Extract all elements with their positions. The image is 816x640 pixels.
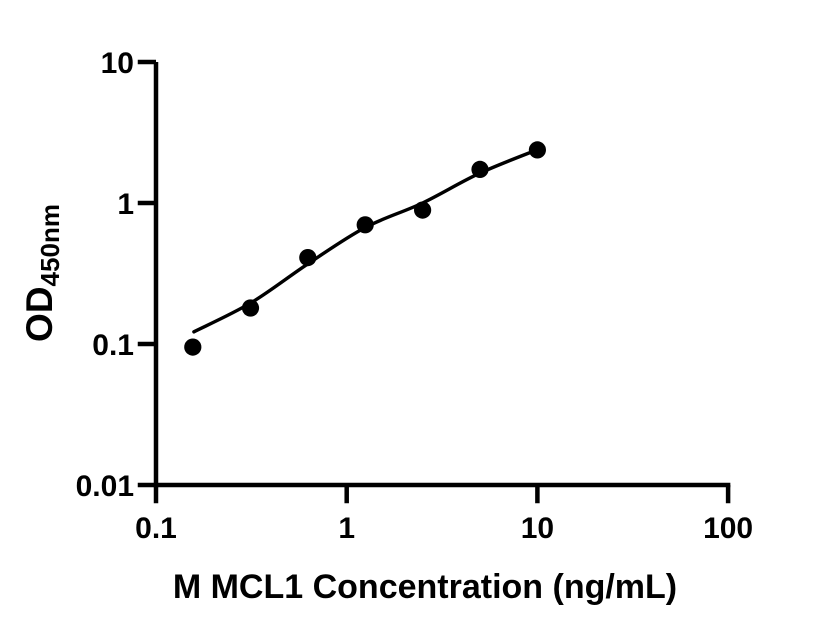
y-tick-label: 10: [101, 47, 134, 80]
y-axis-title-main: OD: [19, 286, 60, 342]
data-point-marker: [356, 216, 374, 234]
data-point-marker: [414, 201, 432, 219]
axis-ticks: [137, 59, 731, 504]
y-axis-title: OD450nm: [19, 204, 65, 342]
data-point-marker: [184, 338, 202, 356]
data-point-marker: [471, 160, 489, 178]
x-tick-label: 0.1: [135, 512, 177, 545]
y-tick-label: 0.01: [76, 470, 134, 503]
data-point-marker: [299, 249, 317, 267]
data-point-marker: [241, 299, 260, 317]
axes: [153, 62, 731, 488]
y-tick-label: 1: [117, 188, 134, 221]
data-point-marker: [528, 141, 547, 159]
y-axis-title-subscript: 450nm: [35, 204, 65, 286]
data-points: [184, 141, 547, 356]
x-tick-label: 1: [338, 512, 355, 545]
x-axis-title: M MCL1 Concentration (ng/mL): [173, 568, 677, 606]
x-tick-label: 100: [703, 512, 753, 545]
x-tick-label: 10: [521, 512, 554, 545]
y-tick-label: 0.1: [92, 329, 134, 362]
